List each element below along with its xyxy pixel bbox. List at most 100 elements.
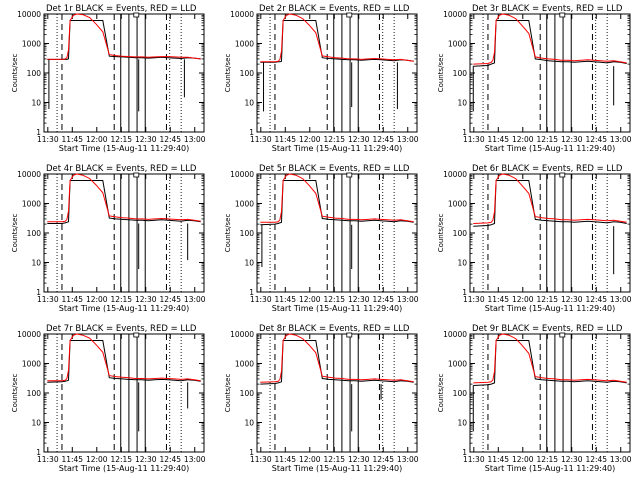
x-tick-label: 11:45: [487, 295, 509, 304]
y-tick-label: 100: [453, 69, 468, 78]
lld-series-line: [47, 13, 201, 60]
y-tick-label: 1: [462, 128, 467, 137]
y-axis-label: Counts/sec: [11, 374, 19, 413]
x-tick-label: 12:15: [110, 135, 132, 144]
top-marker: [133, 172, 140, 178]
y-tick-label: 10: [31, 259, 41, 268]
x-tick-label: 12:15: [536, 455, 558, 464]
x-tick-label: 11:30: [463, 295, 485, 304]
x-tick-label: 12:00: [86, 455, 108, 464]
y-tick-label: 1000: [448, 200, 467, 209]
x-tick-label: 12:15: [536, 135, 558, 144]
top-marker: [346, 332, 353, 338]
events-series-line: [473, 180, 627, 227]
axes-frame: [43, 333, 205, 453]
y-tick-label: 10: [457, 259, 467, 268]
y-tick-label: 100: [240, 389, 255, 398]
y-axis-label: Counts/sec: [437, 214, 445, 253]
y-axis-label: Counts/sec: [11, 214, 19, 253]
x-tick-label: 12:45: [159, 135, 181, 144]
x-tick-label: 12:30: [348, 135, 370, 144]
x-tick-label: 11:45: [274, 455, 296, 464]
y-tick-label: 100: [453, 389, 468, 398]
x-tick-label: 12:30: [561, 295, 583, 304]
x-tick-label: 12:45: [372, 455, 394, 464]
y-tick-label: 1000: [22, 200, 41, 209]
y-tick-label: 10000: [17, 170, 41, 179]
y-tick-label: 10000: [443, 10, 467, 19]
x-tick-label: 13:00: [397, 295, 419, 304]
x-axis-label: Start Time (15-Aug-11 11:29:40): [485, 304, 616, 313]
x-tick-label: 12:45: [159, 295, 181, 304]
lld-series-line: [260, 13, 414, 63]
top-marker: [559, 332, 566, 338]
x-tick-label: 13:00: [184, 295, 206, 304]
panel-title: Det 3r BLACK = Events, RED = LLD: [472, 4, 623, 14]
y-tick-label: 100: [27, 229, 42, 238]
x-tick-label: 13:00: [610, 295, 632, 304]
x-tick-label: 12:15: [323, 295, 345, 304]
panel-title: Det 8r BLACK = Events, RED = LLD: [259, 324, 410, 334]
x-tick-label: 12:45: [159, 455, 181, 464]
axes-frame: [43, 173, 205, 293]
lld-series-line: [260, 173, 414, 223]
y-tick-label: 10000: [230, 170, 254, 179]
x-tick-label: 12:00: [299, 455, 321, 464]
lld-series-line: [260, 333, 414, 383]
y-tick-label: 10000: [230, 330, 254, 339]
x-axis-label: Start Time (15-Aug-11 11:29:40): [59, 144, 190, 153]
x-tick-label: 11:30: [250, 135, 272, 144]
x-axis-label: Start Time (15-Aug-11 11:29:40): [485, 464, 616, 473]
x-tick-label: 11:45: [61, 455, 83, 464]
lld-series-line: [47, 333, 201, 382]
x-tick-label: 12:45: [372, 135, 394, 144]
x-tick-label: 12:00: [299, 295, 321, 304]
x-tick-label: 12:15: [323, 455, 345, 464]
lld-series-line: [473, 13, 627, 65]
panel-title: Det 9r BLACK = Events, RED = LLD: [472, 324, 623, 334]
y-axis-label: Counts/sec: [11, 54, 19, 93]
x-tick-label: 12:00: [512, 455, 534, 464]
panel-9: Det 9r BLACK = Events, RED = LLD 1 10 100 10…: [437, 324, 632, 473]
axes-frame: [256, 333, 418, 453]
axes-frame: [469, 13, 631, 133]
panel-title: Det 5r BLACK = Events, RED = LLD: [259, 164, 410, 174]
x-tick-label: 12:00: [512, 295, 534, 304]
x-tick-label: 13:00: [184, 135, 206, 144]
x-tick-label: 12:15: [536, 295, 558, 304]
y-axis-label: Counts/sec: [437, 54, 445, 93]
y-tick-label: 1: [249, 288, 254, 297]
x-tick-label: 11:45: [487, 135, 509, 144]
y-tick-label: 10: [244, 419, 254, 428]
panel-title: Det 1r BLACK = Events, RED = LLD: [46, 4, 197, 14]
panel-3: Det 3r BLACK = Events, RED = LLD 1 10 100 10…: [437, 4, 632, 153]
y-tick-label: 10000: [443, 330, 467, 339]
x-tick-label: 12:00: [512, 135, 534, 144]
y-tick-label: 1: [36, 128, 41, 137]
panel-title: Det 2r BLACK = Events, RED = LLD: [259, 4, 410, 14]
y-axis-label: Counts/sec: [224, 214, 232, 253]
x-tick-label: 11:30: [250, 295, 272, 304]
x-tick-label: 12:00: [86, 135, 108, 144]
y-tick-label: 10: [457, 99, 467, 108]
x-axis-label: Start Time (15-Aug-11 11:29:40): [59, 304, 190, 313]
y-tick-label: 10: [31, 419, 41, 428]
y-tick-label: 1000: [22, 40, 41, 49]
x-tick-label: 13:00: [184, 455, 206, 464]
x-tick-label: 13:00: [397, 135, 419, 144]
events-series-line: [260, 340, 414, 385]
x-tick-label: 12:30: [561, 455, 583, 464]
lld-series-line: [473, 173, 627, 224]
x-tick-label: 12:00: [299, 135, 321, 144]
x-tick-label: 12:30: [135, 455, 157, 464]
x-tick-label: 12:00: [86, 295, 108, 304]
y-tick-label: 1: [462, 448, 467, 457]
x-axis-label: Start Time (15-Aug-11 11:29:40): [272, 464, 403, 473]
panel-2: Det 2r BLACK = Events, RED = LLD 1 10 100 10…: [224, 4, 419, 153]
panel-6: Det 6r BLACK = Events, RED = LLD 1 10 100 10…: [437, 164, 632, 313]
y-tick-label: 100: [240, 69, 255, 78]
y-tick-label: 10: [457, 419, 467, 428]
top-marker: [133, 12, 140, 18]
x-tick-label: 12:45: [585, 455, 607, 464]
